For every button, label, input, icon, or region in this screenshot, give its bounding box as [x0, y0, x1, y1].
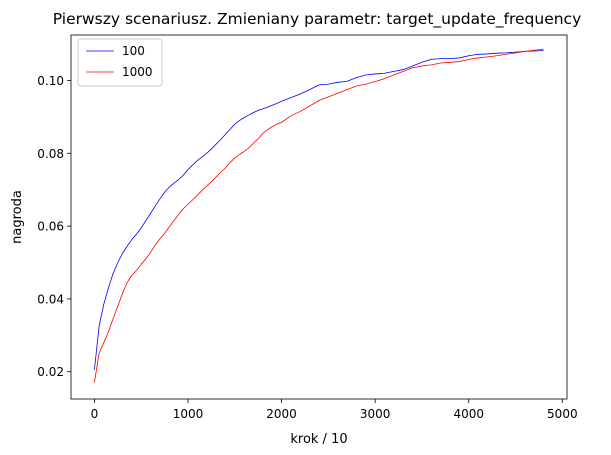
y-tick-label: 0.06	[37, 220, 64, 234]
legend-label-1000: 1000	[122, 65, 153, 79]
x-tick-label: 1000	[173, 407, 204, 421]
series-line-100	[94, 50, 544, 370]
plot-frame	[70, 34, 568, 400]
chart-title: Pierwszy scenariusz. Zmieniany parametr:…	[53, 10, 582, 29]
y-axis-label: nagroda	[10, 190, 25, 244]
x-tick-label: 3000	[360, 407, 391, 421]
x-axis-label: krok / 10	[290, 432, 347, 447]
y-axis-ticks: 0.02 0.04 0.06 0.08 0.10	[37, 74, 71, 379]
y-tick-label: 0.10	[37, 74, 64, 88]
legend: 100 1000	[77, 38, 163, 87]
x-axis-ticks: 0 1000 2000 3000 4000 5000	[91, 399, 578, 421]
x-tick-label: 5000	[547, 407, 578, 421]
y-tick-label: 0.08	[37, 147, 64, 161]
x-tick-label: 2000	[266, 407, 297, 421]
series-line-1000	[94, 48, 544, 383]
x-tick-label: 0	[91, 407, 99, 421]
y-tick-label: 0.04	[37, 292, 64, 306]
plot-lines	[94, 48, 544, 383]
x-tick-label: 4000	[453, 407, 484, 421]
y-tick-label: 0.02	[37, 365, 64, 379]
legend-label-100: 100	[122, 44, 145, 58]
